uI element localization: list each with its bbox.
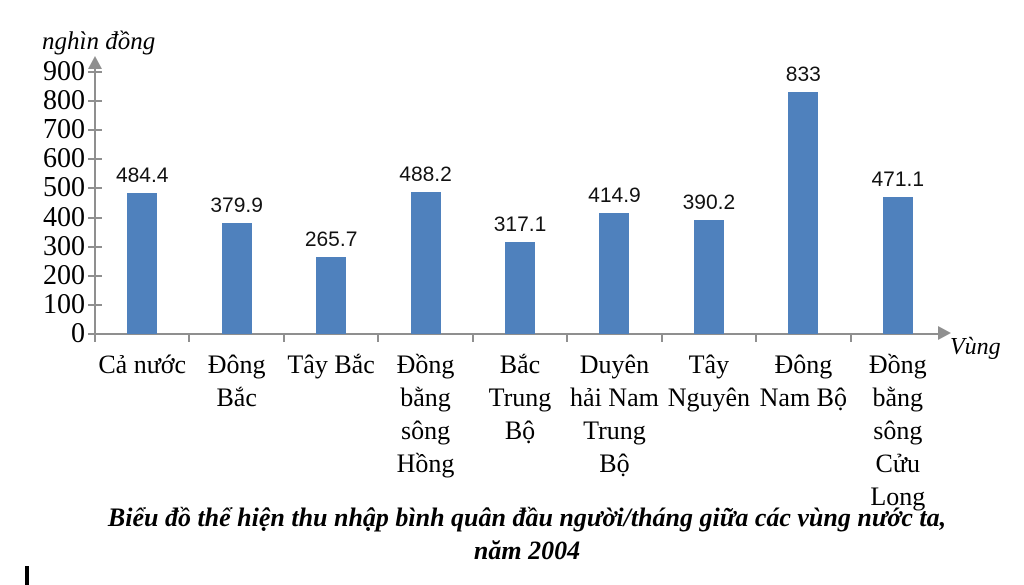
y-axis-tick-label: 500 xyxy=(43,172,85,204)
x-axis-tick xyxy=(849,334,852,342)
x-axis-category-label: Tây Nguyên xyxy=(662,348,756,414)
bar-4 xyxy=(410,191,441,334)
y-axis-tick xyxy=(88,216,102,219)
x-axis-category-label: Cả nước xyxy=(95,348,189,381)
x-axis-title: Vùng xyxy=(950,334,1001,360)
category-label-line: Tây Bắc xyxy=(287,350,375,379)
y-axis-tick-label: 400 xyxy=(43,201,85,233)
caption-line-2: năm 2004 xyxy=(473,536,581,565)
category-label-line: Nam Bộ xyxy=(759,383,848,412)
x-axis-tick xyxy=(660,334,663,342)
bar-5 xyxy=(505,241,535,334)
y-axis-tick-label: 100 xyxy=(43,288,85,320)
category-label-line: Duyên xyxy=(579,350,650,379)
x-axis-tick xyxy=(377,334,380,342)
bar-8 xyxy=(788,91,819,334)
y-axis-arrow-icon xyxy=(88,56,102,69)
x-axis-tick xyxy=(566,334,569,342)
x-axis-tick xyxy=(471,334,474,342)
category-label-line: Đông xyxy=(207,350,266,379)
category-label-line: Đông xyxy=(774,350,833,379)
x-axis-tick xyxy=(282,334,285,342)
x-axis-category-label: Duyên hải Nam Trung Bộ xyxy=(567,348,661,480)
bar-value-label: 379.9 xyxy=(210,194,263,218)
y-axis-tick-label: 900 xyxy=(43,56,85,87)
category-label-line: sông xyxy=(400,416,451,445)
category-label-line: bằng xyxy=(400,383,451,412)
y-axis-tick-label: 600 xyxy=(43,143,85,175)
bar-3 xyxy=(316,256,347,334)
category-label-line: bằng xyxy=(872,383,924,412)
y-axis-tick xyxy=(88,71,102,73)
category-label-line: Hồng xyxy=(396,449,455,478)
category-label-line: Đồng xyxy=(396,350,455,379)
y-axis-tick xyxy=(88,333,102,335)
x-axis-category-label: Tây Bắc xyxy=(284,348,378,381)
y-axis-tick xyxy=(88,158,102,161)
category-label-line: Trung xyxy=(488,383,552,412)
category-label-line: Cả nước xyxy=(98,350,187,379)
bar-2 xyxy=(221,223,252,334)
y-axis-tick xyxy=(88,245,102,248)
bar-value-label: 484.4 xyxy=(115,163,169,187)
x-axis-category-label: Đông Nam Bộ xyxy=(756,348,850,414)
bar-1 xyxy=(127,192,158,334)
x-axis-arrow-icon xyxy=(938,326,951,340)
category-label-line: Long xyxy=(870,482,926,511)
bar-value-label: 488.2 xyxy=(399,162,452,186)
bar-6 xyxy=(599,213,630,334)
x-axis-category-label: Đồng bằng sông Hồng xyxy=(378,348,472,480)
y-axis-line xyxy=(94,64,96,342)
bar-value-label: 414.9 xyxy=(588,184,641,208)
category-label-line: Cửu xyxy=(875,449,920,478)
y-axis-tick xyxy=(88,129,102,132)
category-label-line: Bộ xyxy=(599,449,630,478)
bar-value-label: 317.1 xyxy=(493,212,547,236)
y-axis-tick xyxy=(88,274,102,277)
bar-9 xyxy=(882,196,913,334)
category-label-line: Trung xyxy=(583,416,646,445)
y-axis-tick xyxy=(88,187,102,190)
x-axis-line xyxy=(94,333,938,335)
x-axis-tick xyxy=(188,334,191,342)
x-axis-category-label: Bắc Trung Bộ xyxy=(473,348,567,447)
cursor-mark xyxy=(25,566,29,585)
y-axis-tick-label: 200 xyxy=(43,259,85,291)
category-label-line: Đồng xyxy=(868,350,927,379)
x-axis-tick xyxy=(755,334,758,342)
y-axis-tick xyxy=(88,100,102,103)
bar-value-label: 390.2 xyxy=(682,191,736,215)
category-label-line: Bắc xyxy=(499,350,541,379)
y-axis-tick-label: 800 xyxy=(43,85,85,117)
category-label-line: Bắc xyxy=(216,383,257,412)
y-axis-unit-label: nghìn đồng xyxy=(42,28,156,55)
bar-7 xyxy=(693,220,724,334)
bar-value-label: 471.1 xyxy=(871,167,925,191)
y-axis-tick-label: 700 xyxy=(43,114,85,146)
bar-value-label: 265.7 xyxy=(304,227,358,251)
category-label-line: Nguyên xyxy=(667,383,751,412)
bar-value-label: 833 xyxy=(785,62,821,86)
y-axis-tick xyxy=(88,303,102,306)
category-label-line: hải Nam xyxy=(570,383,659,412)
x-axis-category-label: Đồng bằng sông Cửu Long xyxy=(851,348,945,513)
category-label-line: sông xyxy=(873,416,923,445)
x-axis-category-label: Đông Bắc xyxy=(189,348,283,414)
caption-line-1: Biểu đồ thể hiện thu nhập bình quân đầu … xyxy=(107,503,947,532)
category-label-line: Tây xyxy=(688,350,730,379)
chart-caption: Biểu đồ thể hiện thu nhập bình quân đầu … xyxy=(0,501,1024,567)
y-axis-tick-label: 300 xyxy=(43,230,85,262)
category-label-line: Bộ xyxy=(504,416,536,445)
y-axis-tick-label: 0 xyxy=(71,318,85,349)
